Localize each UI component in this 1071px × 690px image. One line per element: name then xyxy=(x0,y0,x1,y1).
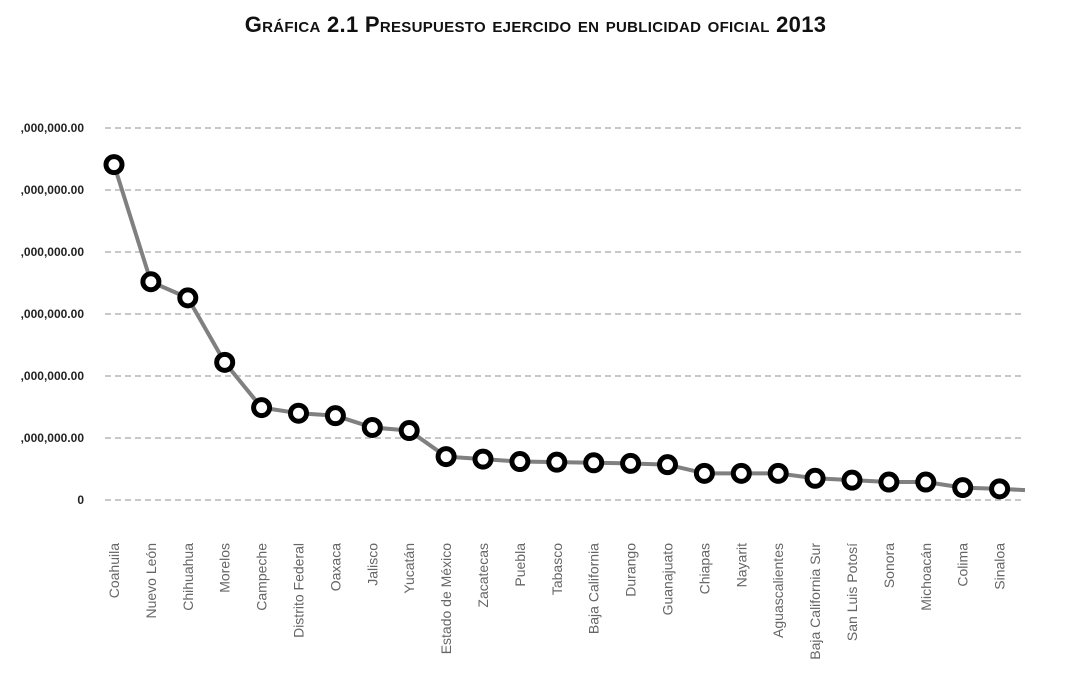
data-point xyxy=(251,397,273,419)
data-point xyxy=(546,451,568,473)
y-tick-label: ,000,000.00 xyxy=(21,307,85,321)
data-point xyxy=(583,452,605,474)
data-point xyxy=(361,416,383,438)
y-tick-label: ,000,000.00 xyxy=(21,121,85,135)
data-point xyxy=(657,454,678,476)
x-tick-label: Colima xyxy=(955,543,971,587)
data-point xyxy=(878,471,900,493)
data-point xyxy=(620,452,642,474)
data-point xyxy=(324,405,346,427)
data-point xyxy=(472,448,494,470)
series-line-layer xyxy=(112,163,1026,493)
data-point xyxy=(915,471,937,493)
x-tick-label: San Luis Potosí xyxy=(844,543,860,641)
data-point xyxy=(767,462,789,484)
x-tick-label: Nuevo León xyxy=(143,543,159,619)
data-point xyxy=(693,462,715,484)
y-tick-label: ,000,000.00 xyxy=(21,183,85,197)
x-tick-label: Baja California Sur xyxy=(807,543,823,660)
x-tick-label: Baja California xyxy=(586,543,602,634)
data-point xyxy=(140,271,162,293)
y-tick-label: ,000,000.00 xyxy=(21,431,85,445)
data-point xyxy=(214,351,236,373)
x-tick-label: Campeche xyxy=(254,543,270,611)
y-tick-label: 0 xyxy=(77,493,84,507)
data-point xyxy=(952,477,974,499)
data-point xyxy=(435,446,457,468)
data-point xyxy=(103,154,125,176)
x-tick-label: Nayarit xyxy=(733,543,749,587)
y-tick-label: ,000,000.00 xyxy=(21,369,85,383)
x-tick-label: Durango xyxy=(623,543,639,597)
data-point xyxy=(804,467,826,489)
y-tick-label: ,000,000.00 xyxy=(21,245,85,259)
x-tick-label: Morelos xyxy=(217,543,233,593)
data-point xyxy=(177,287,199,309)
x-tick-label: Guanajuato xyxy=(660,543,676,616)
series-line xyxy=(112,163,1026,493)
data-point xyxy=(398,420,420,442)
data-point xyxy=(841,469,863,491)
x-tick-label: Tabasco xyxy=(549,543,565,595)
chart-title: Gráfica 2.1 Presupuesto ejercido en publ… xyxy=(244,12,827,37)
x-tick-label: Jalisco xyxy=(364,543,380,586)
x-tick-label: Zacatecas xyxy=(475,543,491,608)
x-tick-label: Chihuahua xyxy=(180,543,196,611)
y-axis-ticks: 0 ,000,000.00 ,000,000.00 ,000,000.00 ,000,0… xyxy=(21,121,85,507)
data-point xyxy=(989,478,1011,500)
data-markers xyxy=(103,154,1011,500)
data-point xyxy=(509,451,531,473)
data-point xyxy=(288,402,309,424)
x-tick-label: Michoacán xyxy=(918,543,934,611)
x-tick-label: Aguascalientes xyxy=(770,543,786,638)
gridlines xyxy=(105,127,1025,501)
x-tick-label: Distrito Federal xyxy=(291,543,307,638)
x-axis-ticks: Coahuila Nuevo León Chihuahua Morelos Campec… xyxy=(106,543,1008,660)
data-point xyxy=(730,462,752,484)
x-tick-label: Chiapas xyxy=(696,543,712,594)
x-tick-label: Estado de México xyxy=(438,543,454,654)
x-tick-label: Sinaloa xyxy=(992,543,1008,590)
x-tick-label: Oaxaca xyxy=(327,543,343,591)
x-tick-label: Puebla xyxy=(512,543,528,587)
x-tick-label: Sonora xyxy=(881,543,897,588)
x-tick-label: Yucatán xyxy=(401,543,417,594)
x-tick-label: Coahuila xyxy=(106,543,122,598)
